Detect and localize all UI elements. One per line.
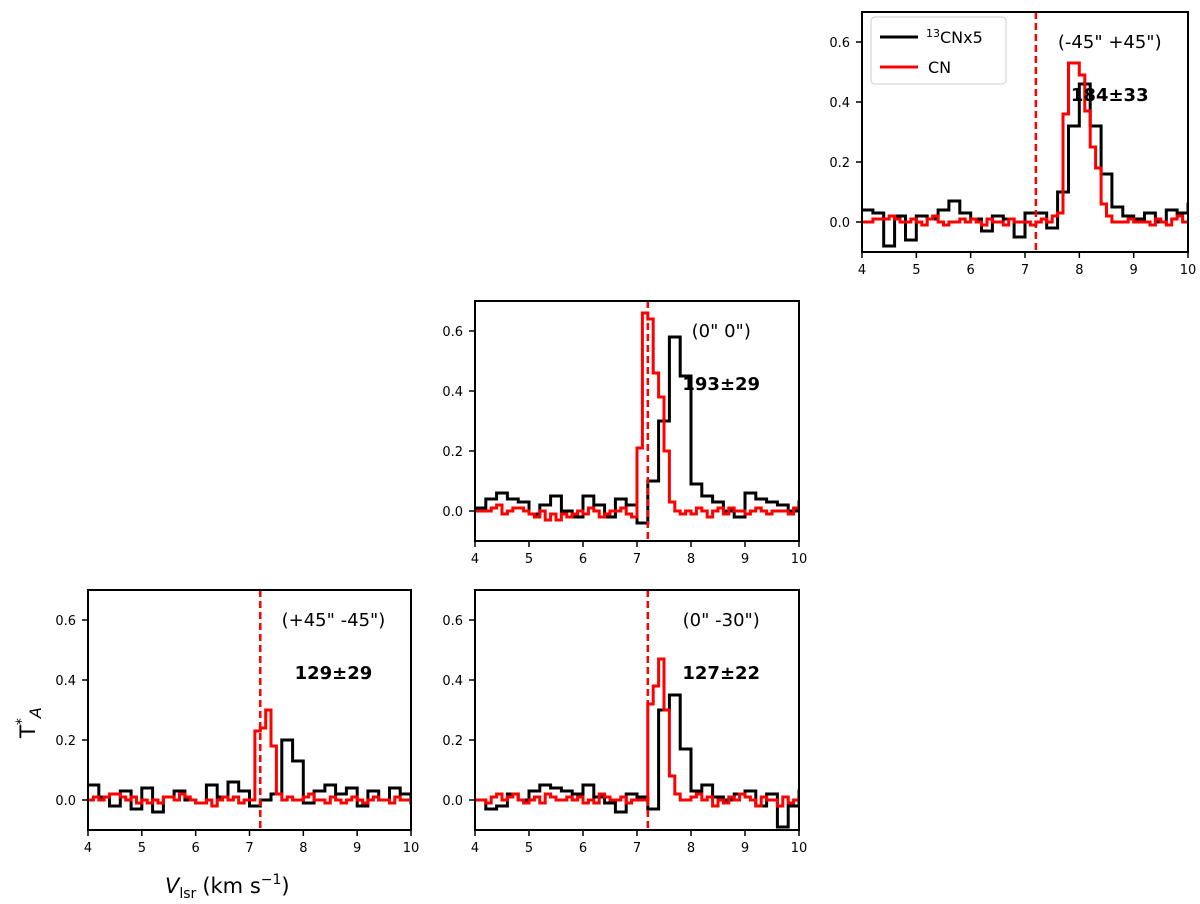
x-tick-label: 4	[858, 263, 866, 278]
y-tick-label: 0.6	[442, 614, 463, 629]
position-label: (0" -30")	[683, 610, 760, 631]
y-tick-label: 0.6	[829, 36, 850, 51]
ratio-label: 184±33	[1071, 85, 1149, 106]
x-tick-label: 8	[687, 552, 695, 567]
x-tick-label: 6	[192, 841, 200, 856]
x-tick-label: 10	[791, 552, 808, 567]
x-tick-label: 4	[84, 841, 92, 856]
x-tick-label: 9	[353, 841, 361, 856]
legend: 13CNx5 CN	[870, 16, 1007, 85]
x-tick-label: 7	[633, 841, 641, 856]
x-tick-label: 7	[1021, 263, 1029, 278]
y-tick-label: 0.4	[442, 385, 463, 400]
series-line-cn	[475, 657, 799, 808]
y-tick-label: 0.2	[442, 734, 463, 749]
x-tick-label: 7	[633, 552, 641, 567]
x-tick-label: 7	[245, 841, 253, 856]
y-tick-label: 0.2	[442, 445, 463, 460]
y-tick-label: 0.4	[829, 96, 850, 111]
x-tick-label: 5	[912, 263, 920, 278]
x-tick-label: 5	[138, 841, 146, 856]
series-line-cn	[88, 708, 411, 808]
series-line-cn	[475, 311, 799, 522]
x-tick-label: 8	[687, 841, 695, 856]
y-tick-label: 0.6	[442, 325, 463, 340]
x-tick-label: 4	[471, 552, 479, 567]
y-tick-label: 0.0	[442, 794, 463, 809]
y-tick-label: 0.0	[442, 505, 463, 520]
series-line-cn	[862, 61, 1188, 227]
series-line-13cnx5	[475, 335, 799, 525]
y-axis-label: T*A	[14, 707, 45, 739]
panel-top-right: 4 5 6 7 8 9 10 0.0 0.2 0.4 0.6 (-45" +45") 184±33	[829, 11, 1197, 278]
x-tick-label: 9	[1130, 263, 1138, 278]
y-tick-label: 0.0	[829, 216, 850, 231]
series-line-13cnx5	[88, 738, 411, 814]
position-label: (+45" -45")	[282, 610, 386, 631]
panel-bottom-right: 4 5 6 7 8 9 10 0.0 0.2 0.4 0.6 (0" -30") 127±22	[442, 589, 808, 856]
x-tick-label: 10	[1180, 263, 1197, 278]
x-tick-label: 6	[579, 552, 587, 567]
x-tick-label: 9	[741, 841, 749, 856]
y-tick-label: 0.2	[829, 156, 850, 171]
ratio-label: 129±29	[295, 663, 373, 684]
position-label: (0" 0")	[692, 321, 751, 342]
x-tick-label: 10	[791, 841, 808, 856]
y-tick-label: 0.6	[55, 614, 76, 629]
x-tick-label: 6	[967, 263, 975, 278]
ratio-label: 193±29	[682, 374, 760, 395]
position-label: (-45" +45")	[1058, 32, 1162, 53]
panel-middle: 4 5 6 7 8 9 10 0.0 0.2 0.4 0.6 (0" 0") 193±29	[442, 300, 808, 567]
x-tick-label: 5	[525, 552, 533, 567]
x-tick-label: 6	[579, 841, 587, 856]
y-tick-label: 0.4	[442, 674, 463, 689]
x-tick-label: 10	[403, 841, 420, 856]
y-tick-label: 0.2	[55, 734, 76, 749]
series-line-13cnx5	[475, 693, 799, 829]
x-tick-label: 5	[525, 841, 533, 856]
x-axis-label: Vlsr (km s−1)	[165, 872, 290, 902]
x-tick-label: 4	[471, 841, 479, 856]
y-tick-label: 0.4	[55, 674, 76, 689]
y-tick-label: 0.0	[55, 794, 76, 809]
x-tick-label: 8	[1075, 263, 1083, 278]
ratio-label: 127±22	[682, 663, 760, 684]
legend-label-cn: CN	[928, 58, 951, 77]
x-tick-label: 9	[741, 552, 749, 567]
panel-bottom-left: 4 5 6 7 8 9 10 0.0 0.2 0.4 0.6 (+45" -45") 129±29	[55, 589, 420, 856]
x-tick-label: 8	[299, 841, 307, 856]
legend-label-13cn: 13CNx5	[926, 27, 983, 47]
